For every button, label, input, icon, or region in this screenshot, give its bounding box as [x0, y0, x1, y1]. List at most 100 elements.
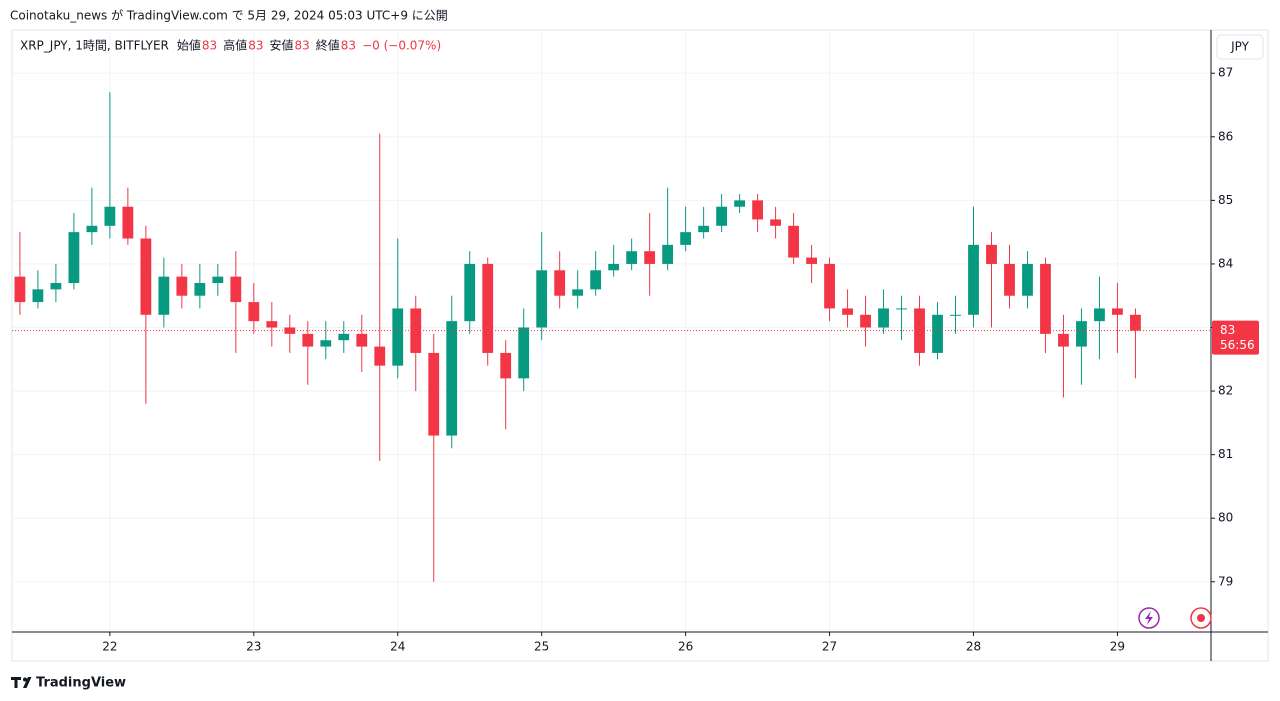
candle-body: [1058, 333, 1069, 347]
brand: TradingView: [36, 676, 126, 691]
legend-label: 終値: [316, 38, 340, 53]
axes: 79808182838485868722232425262728298356:5…: [102, 66, 1259, 654]
x-tick-label: 23: [246, 640, 261, 654]
candle-body: [842, 308, 853, 315]
candle-body: [194, 283, 206, 296]
candle-body: [464, 263, 476, 322]
candle-body: [590, 270, 602, 290]
candle-body: [932, 314, 943, 353]
candle-body: [428, 352, 440, 436]
candle-body: [14, 276, 26, 303]
legend-value: 83: [202, 39, 217, 53]
last-price-label: 83: [1220, 323, 1235, 337]
y-tick-label: 82: [1218, 384, 1233, 398]
y-tick-label: 84: [1218, 256, 1233, 270]
candle-body: [608, 263, 620, 271]
legend-label: 始値: [177, 38, 201, 53]
x-tick-label: 24: [390, 640, 405, 654]
candle-body: [716, 206, 728, 226]
legend-value: 83: [341, 39, 356, 53]
candle-body: [680, 232, 692, 245]
candle-body: [392, 308, 404, 366]
y-tick-label: 79: [1218, 574, 1233, 588]
candle-body: [1004, 263, 1015, 296]
candle-body: [806, 257, 817, 264]
candle-body: [752, 200, 763, 220]
candle-body: [374, 346, 386, 366]
legend-label: 安値: [269, 38, 293, 53]
y-tick-label: 87: [1218, 66, 1233, 80]
candle-body: [1076, 321, 1087, 347]
candle-body: [50, 283, 62, 290]
grid: [12, 30, 1211, 632]
countdown: 56:56: [1220, 338, 1255, 352]
brand-logo-dot: [23, 677, 27, 682]
legend-change: −0 (−0.07%): [362, 39, 441, 53]
x-tick-label: 22: [102, 640, 117, 654]
y-tick-label: 86: [1218, 129, 1233, 143]
candle-body: [230, 276, 242, 303]
candle-body: [68, 232, 80, 284]
candle-body: [1040, 263, 1051, 334]
candle-body: [824, 263, 835, 309]
candle-body: [266, 321, 278, 328]
candle-body: [212, 276, 224, 284]
candle-body: [914, 308, 925, 353]
candle-body: [338, 333, 350, 341]
candle-body: [1112, 308, 1123, 315]
candle-body: [122, 206, 134, 239]
y-tick-label: 81: [1218, 447, 1233, 461]
candle-body: [1022, 263, 1033, 296]
candle-body: [32, 289, 44, 303]
candle-body: [878, 308, 889, 328]
candle-body: [554, 270, 566, 296]
candle-body: [536, 270, 548, 328]
lightning-icon[interactable]: [1138, 607, 1160, 629]
legend-label: 高値: [223, 38, 247, 53]
candle-body: [698, 225, 710, 233]
x-tick-label: 29: [1110, 640, 1125, 654]
brand-logo: [11, 677, 32, 688]
candle-body: [176, 276, 188, 296]
x-tick-label: 27: [822, 640, 837, 654]
candle-body: [896, 308, 907, 310]
candle-body: [86, 225, 98, 233]
currency-button[interactable]: [1216, 34, 1264, 60]
candle-body: [104, 206, 116, 226]
candle-body: [158, 276, 170, 315]
candle-body: [500, 352, 512, 379]
candle-body: [410, 308, 422, 353]
candle-body: [950, 314, 961, 316]
record-dot: [1197, 614, 1205, 622]
y-tick-label: 85: [1218, 193, 1233, 207]
legend-value: 83: [248, 39, 263, 53]
candle-body: [968, 244, 979, 315]
candle-body: [644, 251, 656, 264]
candle-body: [356, 333, 368, 347]
candle-body: [446, 321, 458, 436]
candle-body: [1094, 308, 1105, 322]
candle-body: [518, 327, 530, 379]
chart-frame: [11, 29, 1269, 662]
x-tick-label: 26: [678, 640, 693, 654]
legend-value: 83: [295, 39, 310, 53]
candle-body: [770, 219, 781, 226]
candle-body: [140, 238, 152, 315]
candle-body: [986, 244, 997, 264]
chart-title: XRP_JPY, 1時間, BITFLYER: [20, 39, 169, 53]
candle-body: [788, 225, 799, 258]
candle-body: [302, 333, 314, 347]
candle-body: [860, 314, 871, 328]
legend: XRP_JPY, 1時間, BITFLYER 始値 83 高値 83 安値 83 終値 83−…: [20, 38, 441, 53]
candle-body: [284, 327, 296, 334]
currency: JPY: [1230, 40, 1250, 54]
record-icon[interactable]: [1190, 607, 1212, 629]
lightning-glyph: [1145, 611, 1153, 625]
candle-body: [572, 289, 584, 296]
candle-body: [626, 251, 638, 264]
candles: [12, 92, 1211, 582]
y-tick-label: 80: [1218, 511, 1233, 525]
candle-body: [662, 244, 674, 264]
candle-body: [734, 200, 746, 207]
candle-body: [320, 340, 332, 347]
